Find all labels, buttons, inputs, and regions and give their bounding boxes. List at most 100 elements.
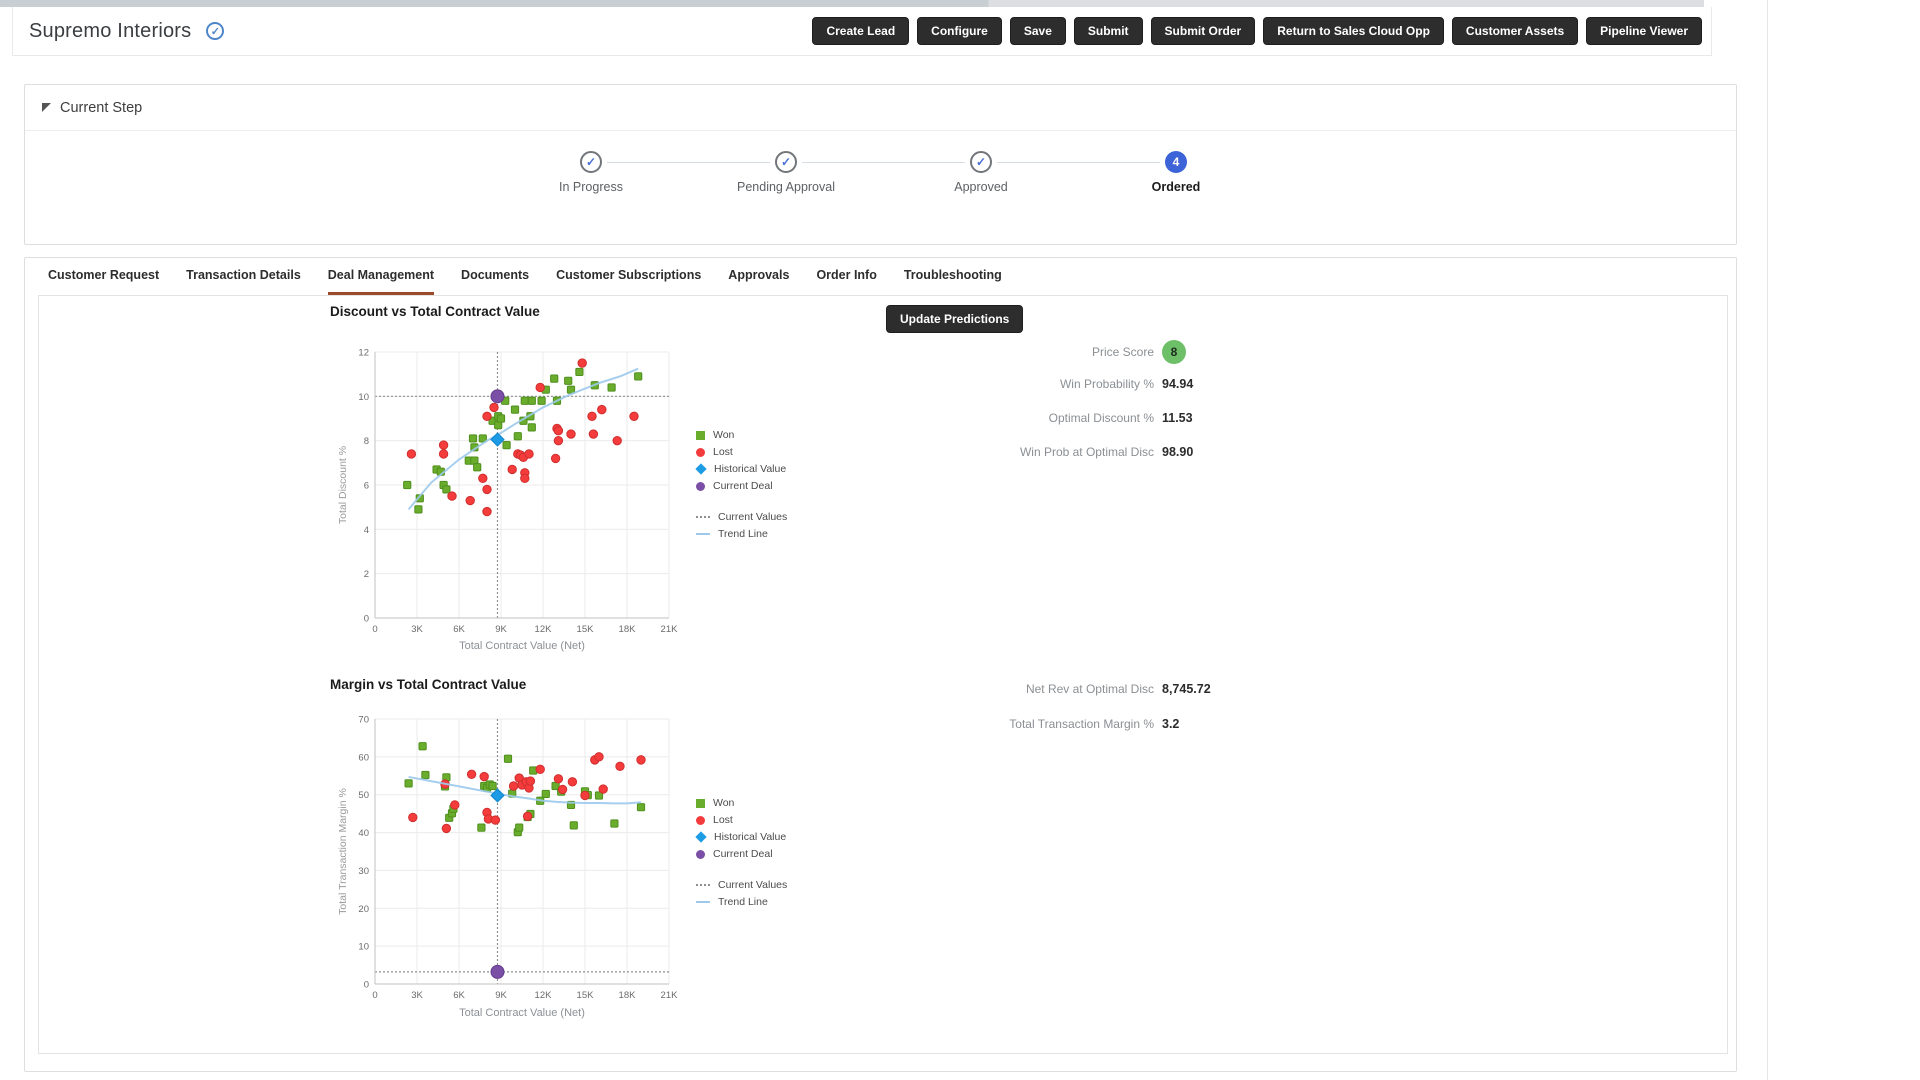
tab-bar: Customer Request Transaction Details Deal … bbox=[25, 258, 1736, 295]
svg-text:18K: 18K bbox=[619, 990, 637, 1001]
stat-win-prob-at-optimal-disc: Win Prob at Optimal Disc98.90 bbox=[819, 445, 1193, 459]
square-marker-icon bbox=[696, 431, 705, 440]
step-pending-approval: ✓Pending Approval bbox=[706, 151, 866, 194]
tab-approvals[interactable]: Approvals bbox=[728, 258, 789, 295]
legend-label: Current Values bbox=[718, 879, 787, 891]
tab-deal-management[interactable]: Deal Management bbox=[328, 258, 434, 295]
step-ordered: 4 Ordered bbox=[1096, 151, 1256, 194]
svg-text:3K: 3K bbox=[411, 624, 423, 635]
step-check-icon: ✓ bbox=[775, 151, 797, 173]
line-marker-icon bbox=[696, 901, 710, 903]
price-score-badge: 8 bbox=[1162, 340, 1186, 364]
create-lead-button[interactable]: Create Lead bbox=[812, 17, 909, 45]
legend-gap bbox=[696, 497, 787, 506]
content-edge-divider bbox=[1767, 0, 1768, 1080]
square-marker-icon bbox=[696, 799, 705, 808]
legend-label: Current Values bbox=[718, 511, 787, 523]
legend-item-historical-value: Historical Value bbox=[696, 831, 787, 843]
return-to-sales-cloud-opp-button[interactable]: Return to Sales Cloud Opp bbox=[1263, 17, 1444, 45]
legend-label: Trend Line bbox=[718, 896, 768, 908]
collapse-triangle-icon[interactable] bbox=[42, 103, 51, 112]
legend-item-current-deal: Current Deal bbox=[696, 480, 787, 492]
tab-customer-request[interactable]: Customer Request bbox=[48, 258, 159, 295]
step-check-icon: ✓ bbox=[970, 151, 992, 173]
svg-text:40: 40 bbox=[358, 828, 369, 839]
svg-text:15K: 15K bbox=[577, 990, 595, 1001]
step-label: Ordered bbox=[1096, 180, 1256, 194]
svg-text:70: 70 bbox=[358, 715, 369, 726]
svg-text:Total Transaction Margin %: Total Transaction Margin % bbox=[337, 788, 349, 915]
svg-text:12K: 12K bbox=[535, 990, 553, 1001]
stat-label: Total Transaction Margin % bbox=[819, 717, 1154, 731]
svg-text:60: 60 bbox=[358, 752, 369, 763]
header-button-row: Create Lead Configure Save Submit Submit Ord… bbox=[812, 17, 1702, 45]
legend-item-lost: Lost bbox=[696, 446, 787, 458]
window-chrome-strip bbox=[0, 0, 1704, 7]
dotted-marker-icon bbox=[696, 516, 710, 518]
svg-text:0: 0 bbox=[364, 980, 369, 991]
legend-item-current-values: Current Values bbox=[696, 511, 787, 523]
page-title: Supremo Interiors bbox=[29, 20, 191, 43]
svg-text:10: 10 bbox=[358, 942, 369, 953]
svg-text:Total Discount %: Total Discount % bbox=[337, 446, 349, 524]
line-marker-icon bbox=[696, 533, 710, 535]
discount-chart-legend: WonLostHistorical ValueCurrent DealCurre… bbox=[696, 429, 787, 540]
svg-text:6K: 6K bbox=[453, 990, 465, 1001]
legend-item-trend-line: Trend Line bbox=[696, 528, 787, 540]
legend-label: Historical Value bbox=[714, 831, 786, 843]
step-in-progress: ✓ In Progress bbox=[511, 151, 671, 194]
dotted-marker-icon bbox=[696, 884, 710, 886]
tab-documents[interactable]: Documents bbox=[461, 258, 529, 295]
step-number-badge: 4 bbox=[1165, 151, 1187, 173]
stat-label: Optimal Discount % bbox=[819, 411, 1154, 425]
verified-check-icon: ✓ bbox=[206, 22, 224, 40]
discount-chart-title: Discount vs Total Contract Value bbox=[330, 304, 540, 319]
step-check-icon: ✓ bbox=[580, 151, 602, 173]
diamond-marker-icon bbox=[695, 831, 706, 842]
deal-management-content: Discount vs Total Contract Value Update … bbox=[38, 295, 1728, 1054]
submit-button[interactable]: Submit bbox=[1074, 17, 1143, 45]
legend-label: Trend Line bbox=[718, 528, 768, 540]
svg-text:12: 12 bbox=[358, 348, 369, 359]
update-predictions-button[interactable]: Update Predictions bbox=[886, 305, 1023, 333]
svg-text:6K: 6K bbox=[453, 624, 465, 635]
legend-label: Won bbox=[713, 797, 734, 809]
svg-text:9K: 9K bbox=[495, 990, 507, 1001]
tab-customer-subscriptions[interactable]: Customer Subscriptions bbox=[556, 258, 701, 295]
current-step-panel: Current Step ✓ In Progress ✓Pending Approv… bbox=[24, 84, 1737, 245]
stat-label: Net Rev at Optimal Disc bbox=[819, 682, 1154, 696]
current-step-header: Current Step bbox=[25, 85, 1736, 131]
svg-text:0: 0 bbox=[364, 614, 369, 625]
configure-button[interactable]: Configure bbox=[917, 17, 1002, 45]
step-label: In Progress bbox=[511, 180, 671, 194]
legend-label: Current Deal bbox=[713, 848, 773, 860]
svg-text:10: 10 bbox=[358, 392, 369, 403]
svg-text:18K: 18K bbox=[619, 624, 637, 635]
pipeline-viewer-button[interactable]: Pipeline Viewer bbox=[1586, 17, 1702, 45]
margin-chart-legend: Won Lost Historical Value Current Deal Curre… bbox=[696, 797, 787, 908]
circle-marker-icon bbox=[696, 816, 705, 825]
tab-troubleshooting[interactable]: Troubleshooting bbox=[904, 258, 1002, 295]
circle-marker-icon bbox=[696, 850, 705, 859]
tab-order-info[interactable]: Order Info bbox=[816, 258, 876, 295]
stat-label: Win Prob at Optimal Disc bbox=[819, 445, 1154, 459]
legend-item-current-values: Current Values bbox=[696, 879, 787, 891]
submit-order-button[interactable]: Submit Order bbox=[1151, 17, 1256, 45]
legend-item-trend-line: Trend Line bbox=[696, 896, 787, 908]
margin-chart-title: Margin vs Total Contract Value bbox=[330, 677, 526, 692]
svg-text:50: 50 bbox=[358, 790, 369, 801]
legend-item-won: Won bbox=[696, 797, 787, 809]
stat-value: 8,745.72 bbox=[1162, 682, 1211, 696]
save-button[interactable]: Save bbox=[1010, 17, 1066, 45]
stat-total-transaction-margin: Total Transaction Margin %3.2 bbox=[819, 717, 1179, 731]
circle-marker-icon bbox=[696, 448, 705, 457]
svg-text:15K: 15K bbox=[577, 624, 595, 635]
stat-label: Price Score bbox=[819, 345, 1154, 359]
tab-transaction-details[interactable]: Transaction Details bbox=[186, 258, 301, 295]
customer-assets-button[interactable]: Customer Assets bbox=[1452, 17, 1578, 45]
svg-text:3K: 3K bbox=[411, 990, 423, 1001]
legend-item-lost: Lost bbox=[696, 814, 787, 826]
legend-item-current-deal: Current Deal bbox=[696, 848, 787, 860]
diamond-marker-icon bbox=[695, 463, 706, 474]
margin-chart: 03K6K9K12K15K18K21K010203040506070Total … bbox=[332, 700, 712, 1030]
